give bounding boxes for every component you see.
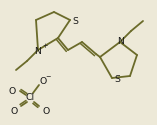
- Text: O: O: [10, 108, 18, 116]
- Text: S: S: [114, 76, 120, 84]
- Text: Cl: Cl: [25, 92, 35, 102]
- Text: O: O: [39, 76, 47, 86]
- Text: N: N: [118, 36, 125, 46]
- Text: O: O: [8, 86, 16, 96]
- Text: −: −: [45, 74, 51, 80]
- Text: O: O: [42, 108, 50, 116]
- Text: S: S: [72, 16, 78, 26]
- Text: +: +: [42, 43, 48, 49]
- Text: N: N: [35, 46, 41, 56]
